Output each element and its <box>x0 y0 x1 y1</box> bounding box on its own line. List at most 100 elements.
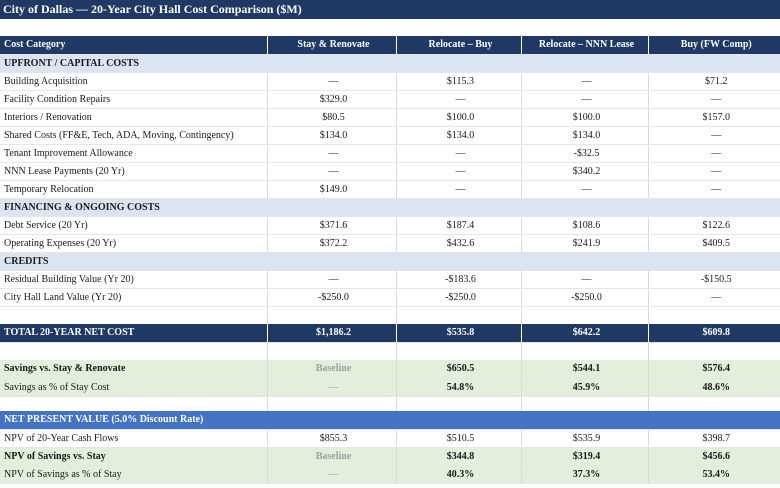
npv-savings-row: NPV of Savings vs. Stay Baseline $344.8 … <box>0 447 780 466</box>
table-cell[interactable]: $535.9 <box>520 429 648 448</box>
table-row: Facility Condition Repairs $329.0 — — — <box>0 90 780 109</box>
table-cell[interactable]: — <box>647 180 780 199</box>
table-cell[interactable]: — <box>647 90 780 109</box>
table-cell[interactable]: — <box>520 180 648 199</box>
table-cell[interactable]: $241.9 <box>520 234 648 253</box>
table-cell[interactable]: $134.0 <box>266 126 396 145</box>
row-label[interactable]: City Hall Land Value (Yr 20) <box>0 288 267 307</box>
table-cell[interactable]: — <box>395 144 521 163</box>
table-cell[interactable]: — <box>266 144 396 163</box>
table-cell[interactable]: $329.0 <box>266 90 396 109</box>
table-cell[interactable]: -$150.5 <box>647 270 780 289</box>
column-header[interactable]: Stay & Renovate <box>266 36 396 55</box>
table-cell[interactable]: $535.8 <box>395 324 521 343</box>
table-cell[interactable]: $100.0 <box>520 108 648 127</box>
table-cell[interactable]: $1,186.2 <box>266 324 396 343</box>
table-cell[interactable]: $115.3 <box>395 72 521 91</box>
row-label[interactable]: NNN Lease Payments (20 Yr) <box>0 162 267 181</box>
row-label[interactable]: NPV of 20-Year Cash Flows <box>0 429 267 448</box>
section-label[interactable]: FINANCING & ONGOING COSTS <box>0 198 780 217</box>
table-cell[interactable]: — <box>266 465 396 484</box>
table-cell[interactable]: $134.0 <box>520 126 648 145</box>
table-cell[interactable]: 48.6% <box>647 378 780 397</box>
table-cell[interactable]: 45.9% <box>520 378 648 397</box>
column-header[interactable]: Buy (FW Comp) <box>647 36 780 55</box>
table-cell[interactable]: Baseline <box>266 360 396 379</box>
row-label[interactable]: Operating Expenses (20 Yr) <box>0 234 267 253</box>
table-cell[interactable]: $398.7 <box>647 429 780 448</box>
table-cell[interactable]: $650.5 <box>395 360 521 379</box>
table-cell[interactable]: — <box>395 180 521 199</box>
table-cell[interactable]: $134.0 <box>395 126 521 145</box>
total-row: TOTAL 20-YEAR NET COST $1,186.2 $535.8 $… <box>0 324 780 343</box>
row-label[interactable]: Interiors / Renovation <box>0 108 267 127</box>
table-cell[interactable]: -$250.0 <box>520 288 648 307</box>
table-cell[interactable]: — <box>266 72 396 91</box>
table-cell[interactable]: 53.4% <box>647 465 780 484</box>
table-cell[interactable]: — <box>395 90 521 109</box>
section-label[interactable]: NET PRESENT VALUE (5.0% Discount Rate) <box>0 411 780 430</box>
column-header[interactable]: Relocate – Buy <box>395 36 521 55</box>
table-cell[interactable]: $456.6 <box>647 447 780 466</box>
table-cell[interactable]: $187.4 <box>395 216 521 235</box>
table-cell[interactable]: $372.2 <box>266 234 396 253</box>
table-cell[interactable]: 40.3% <box>395 465 521 484</box>
table-cell[interactable]: -$32.5 <box>520 144 648 163</box>
table-cell[interactable]: $122.6 <box>647 216 780 235</box>
table-cell[interactable]: $157.0 <box>647 108 780 127</box>
table-cell[interactable]: -$250.0 <box>395 288 521 307</box>
table-cell[interactable]: 54.8% <box>395 378 521 397</box>
table-cell[interactable]: $432.6 <box>395 234 521 253</box>
row-label[interactable]: Debt Service (20 Yr) <box>0 216 267 235</box>
table-cell[interactable]: Baseline <box>266 447 396 466</box>
table-cell[interactable]: — <box>647 144 780 163</box>
table-cell[interactable]: $855.3 <box>266 429 396 448</box>
column-header[interactable]: Relocate – NNN Lease <box>520 36 648 55</box>
table-cell[interactable]: — <box>266 378 396 397</box>
table-cell[interactable]: — <box>266 162 396 181</box>
table-cell[interactable]: -$183.6 <box>395 270 521 289</box>
table-cell[interactable]: $149.0 <box>266 180 396 199</box>
row-label[interactable]: Shared Costs (FF&E, Tech, ADA, Moving, C… <box>0 126 267 145</box>
table-cell[interactable]: $344.8 <box>395 447 521 466</box>
table-cell[interactable]: $576.4 <box>647 360 780 379</box>
section-label[interactable]: CREDITS <box>0 252 780 271</box>
table-cell[interactable]: $544.1 <box>520 360 648 379</box>
row-label[interactable]: Savings vs. Stay & Renovate <box>0 360 267 379</box>
table-cell[interactable]: $319.4 <box>520 447 648 466</box>
table-cell[interactable]: — <box>266 270 396 289</box>
row-label[interactable]: Facility Condition Repairs <box>0 90 267 109</box>
section-header-financing: FINANCING & ONGOING COSTS <box>0 198 780 217</box>
row-label[interactable]: TOTAL 20-YEAR NET COST <box>0 324 267 343</box>
cost-comparison-table: Cost Category Stay & Renovate Relocate –… <box>0 36 780 484</box>
table-cell[interactable]: $642.2 <box>520 324 648 343</box>
table-cell[interactable]: $510.5 <box>395 429 521 448</box>
row-label[interactable]: Temporary Relocation <box>0 180 267 199</box>
table-cell[interactable]: -$250.0 <box>266 288 396 307</box>
table-cell[interactable]: — <box>647 288 780 307</box>
column-header[interactable]: Cost Category <box>0 36 267 55</box>
table-cell[interactable]: $100.0 <box>395 108 521 127</box>
table-cell[interactable]: $371.6 <box>266 216 396 235</box>
table-row: Tenant Improvement Allowance — — -$32.5 … <box>0 144 780 163</box>
table-cell[interactable]: — <box>520 90 648 109</box>
row-label[interactable]: Savings as % of Stay Cost <box>0 378 267 397</box>
row-label[interactable]: Residual Building Value (Yr 20) <box>0 270 267 289</box>
row-label[interactable]: NPV of Savings vs. Stay <box>0 447 267 466</box>
table-cell[interactable]: 37.3% <box>520 465 648 484</box>
table-cell[interactable]: — <box>520 72 648 91</box>
table-cell[interactable]: $609.8 <box>647 324 780 343</box>
table-cell[interactable]: $80.5 <box>266 108 396 127</box>
table-cell[interactable]: $340.2 <box>520 162 648 181</box>
table-cell[interactable]: — <box>647 162 780 181</box>
table-cell[interactable]: — <box>520 270 648 289</box>
table-cell[interactable]: — <box>395 162 521 181</box>
row-label[interactable]: Tenant Improvement Allowance <box>0 144 267 163</box>
table-cell[interactable]: $71.2 <box>647 72 780 91</box>
table-cell[interactable]: $108.6 <box>520 216 648 235</box>
table-cell[interactable]: — <box>647 126 780 145</box>
table-cell[interactable]: $409.5 <box>647 234 780 253</box>
row-label[interactable]: NPV of Savings as % of Stay <box>0 465 267 484</box>
row-label[interactable]: Building Acquisition <box>0 72 267 91</box>
section-label[interactable]: UPFRONT / CAPITAL COSTS <box>0 54 780 73</box>
